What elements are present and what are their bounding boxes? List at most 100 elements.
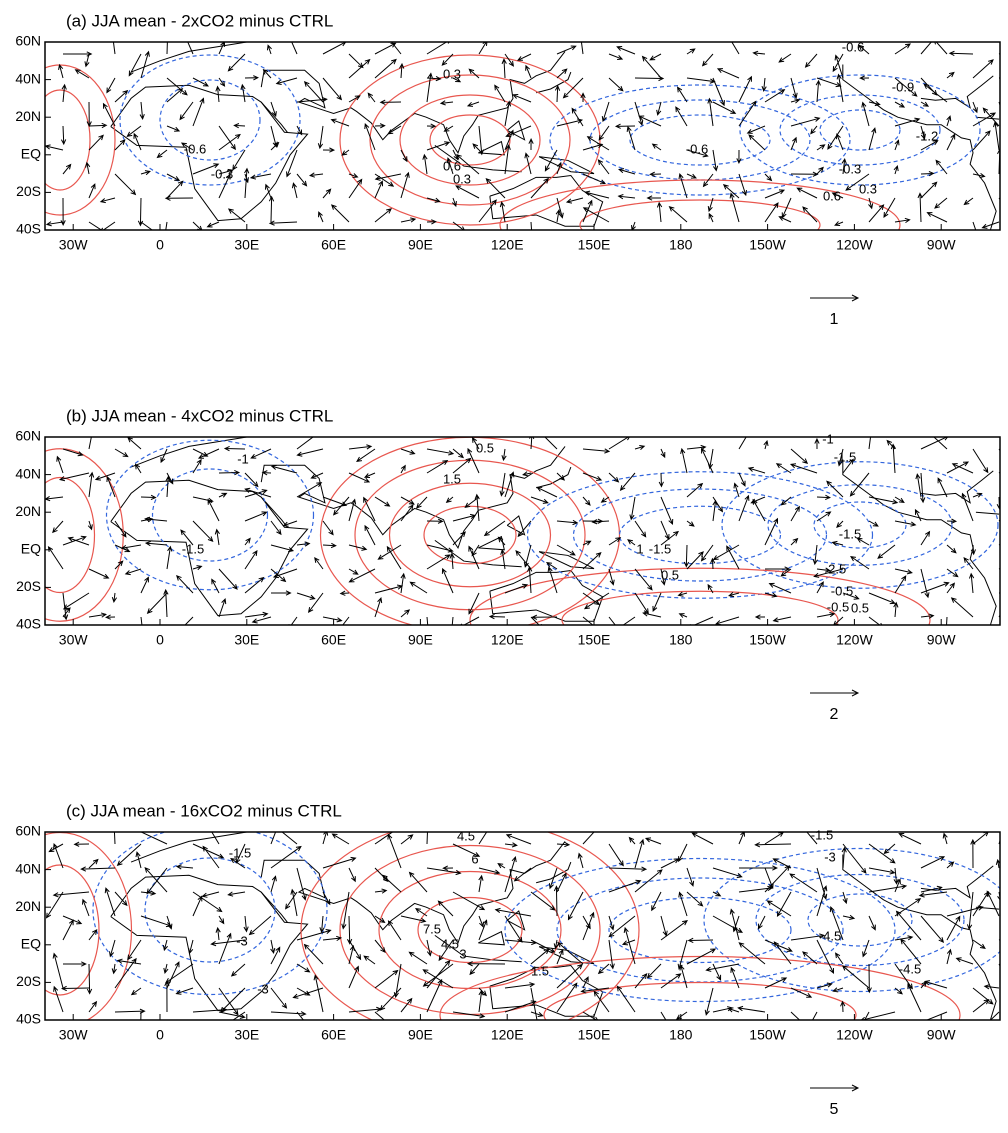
wind-vector: [80, 866, 116, 872]
wind-vector: [452, 843, 481, 857]
contour-label: 0.3: [443, 66, 461, 81]
wind-vector: [641, 55, 662, 79]
wind-vector: [332, 496, 350, 516]
wind-vector: [126, 125, 142, 138]
contour-label: -0.5: [827, 599, 849, 614]
wind-vector: [270, 875, 277, 893]
wind-vector: [400, 915, 427, 923]
wind-vector: [790, 537, 799, 546]
contour: [92, 832, 328, 996]
x-tick-label: 90E: [408, 1027, 433, 1043]
y-tick-label: 60N: [15, 428, 41, 444]
wind-vector: [244, 611, 269, 618]
contour: [469, 567, 931, 625]
wind-vector: [291, 182, 298, 199]
wind-vector: [642, 611, 662, 618]
wind-vector: [660, 919, 688, 941]
wind-vector: [218, 133, 241, 151]
wind-vector: [963, 197, 974, 206]
wind-vector: [972, 448, 989, 474]
coastline: [920, 75, 994, 109]
wind-vector: [515, 550, 532, 570]
wind-vector: [180, 529, 194, 546]
wind-vector: [948, 50, 974, 57]
coastline: [975, 511, 1000, 515]
contour: [504, 857, 896, 1003]
wind-vector: [766, 900, 792, 917]
wind-vector: [84, 53, 90, 68]
wind-vector: [400, 834, 414, 845]
wind-vector: [726, 545, 740, 570]
coastline: [434, 144, 522, 173]
wind-vector: [920, 42, 935, 55]
wind-vector: [845, 173, 870, 191]
wind-vector: [831, 192, 844, 199]
wind-vector: [270, 464, 298, 474]
wind-vector: [140, 494, 157, 500]
wind-vector: [248, 915, 272, 936]
wind-vector: [619, 472, 636, 492]
wind-vector: [601, 101, 610, 123]
contour-label: -0.6: [842, 39, 864, 54]
wind-vector: [108, 939, 116, 958]
wind-vector: [813, 568, 844, 578]
contour: [767, 484, 953, 566]
wind-vector: [946, 915, 961, 941]
wind-vector: [946, 861, 955, 869]
y-tick-label: 60N: [15, 823, 41, 839]
wind-vector: [840, 1000, 846, 1013]
wind-vector: [504, 100, 512, 127]
wind-vector: [608, 915, 615, 931]
wind-vector: [348, 944, 355, 965]
map-panel: (a) JJA mean - 2xCO2 minus CTRL -0.6 0.3 -0…: [15, 11, 1001, 328]
wind-vector: [296, 173, 308, 187]
wind-vector: [348, 939, 362, 961]
wind-vector: [675, 106, 688, 127]
wind-vector: [638, 115, 662, 127]
wind-vector: [439, 100, 454, 106]
wind-vector: [618, 168, 636, 175]
wind-vector: [686, 948, 717, 965]
wind-vector: [729, 192, 740, 223]
wind-vector: [314, 556, 324, 570]
contour: [589, 99, 811, 181]
wind-vector: [868, 616, 883, 625]
y-tick-label: EQ: [21, 541, 41, 557]
wind-vector: [790, 136, 797, 151]
wind-vector: [165, 475, 171, 498]
wind-vector: [866, 963, 872, 994]
wind-vector: [45, 221, 64, 227]
contour: [813, 501, 907, 549]
contour-label: -2.5: [824, 561, 846, 576]
wind-vector: [330, 118, 350, 127]
wind-vector: [842, 843, 867, 874]
x-tick-label: 30E: [234, 632, 259, 648]
wind-vector: [218, 125, 236, 151]
wind-vector: [628, 836, 636, 845]
x-tick-label: 30W: [59, 237, 89, 253]
wind-vector: [322, 188, 332, 199]
wind-vector: [478, 874, 484, 893]
wind-vector: [689, 616, 714, 625]
wind-vector: [660, 530, 680, 546]
contour: [339, 54, 601, 226]
wind-vector: [504, 471, 515, 498]
wind-vector: [468, 68, 480, 79]
wind-vector: [530, 1011, 544, 1017]
wind-vector: [197, 448, 220, 459]
wind-vector: [388, 42, 402, 55]
wind-vector: [530, 987, 540, 1020]
wind-vector: [322, 832, 329, 845]
wind-vector: [712, 496, 724, 513]
wind-vector: [530, 616, 543, 625]
wind-vector: [530, 891, 556, 911]
wind-vector: [946, 133, 956, 151]
contour: [429, 114, 511, 166]
wind-vector: [712, 149, 719, 172]
wind-vector: [842, 592, 860, 600]
x-tick-label: 30W: [59, 632, 89, 648]
wind-vector: [764, 832, 784, 845]
wind-vector: [460, 616, 480, 625]
wind-vector: [950, 597, 974, 618]
wind-vector: [963, 557, 974, 570]
